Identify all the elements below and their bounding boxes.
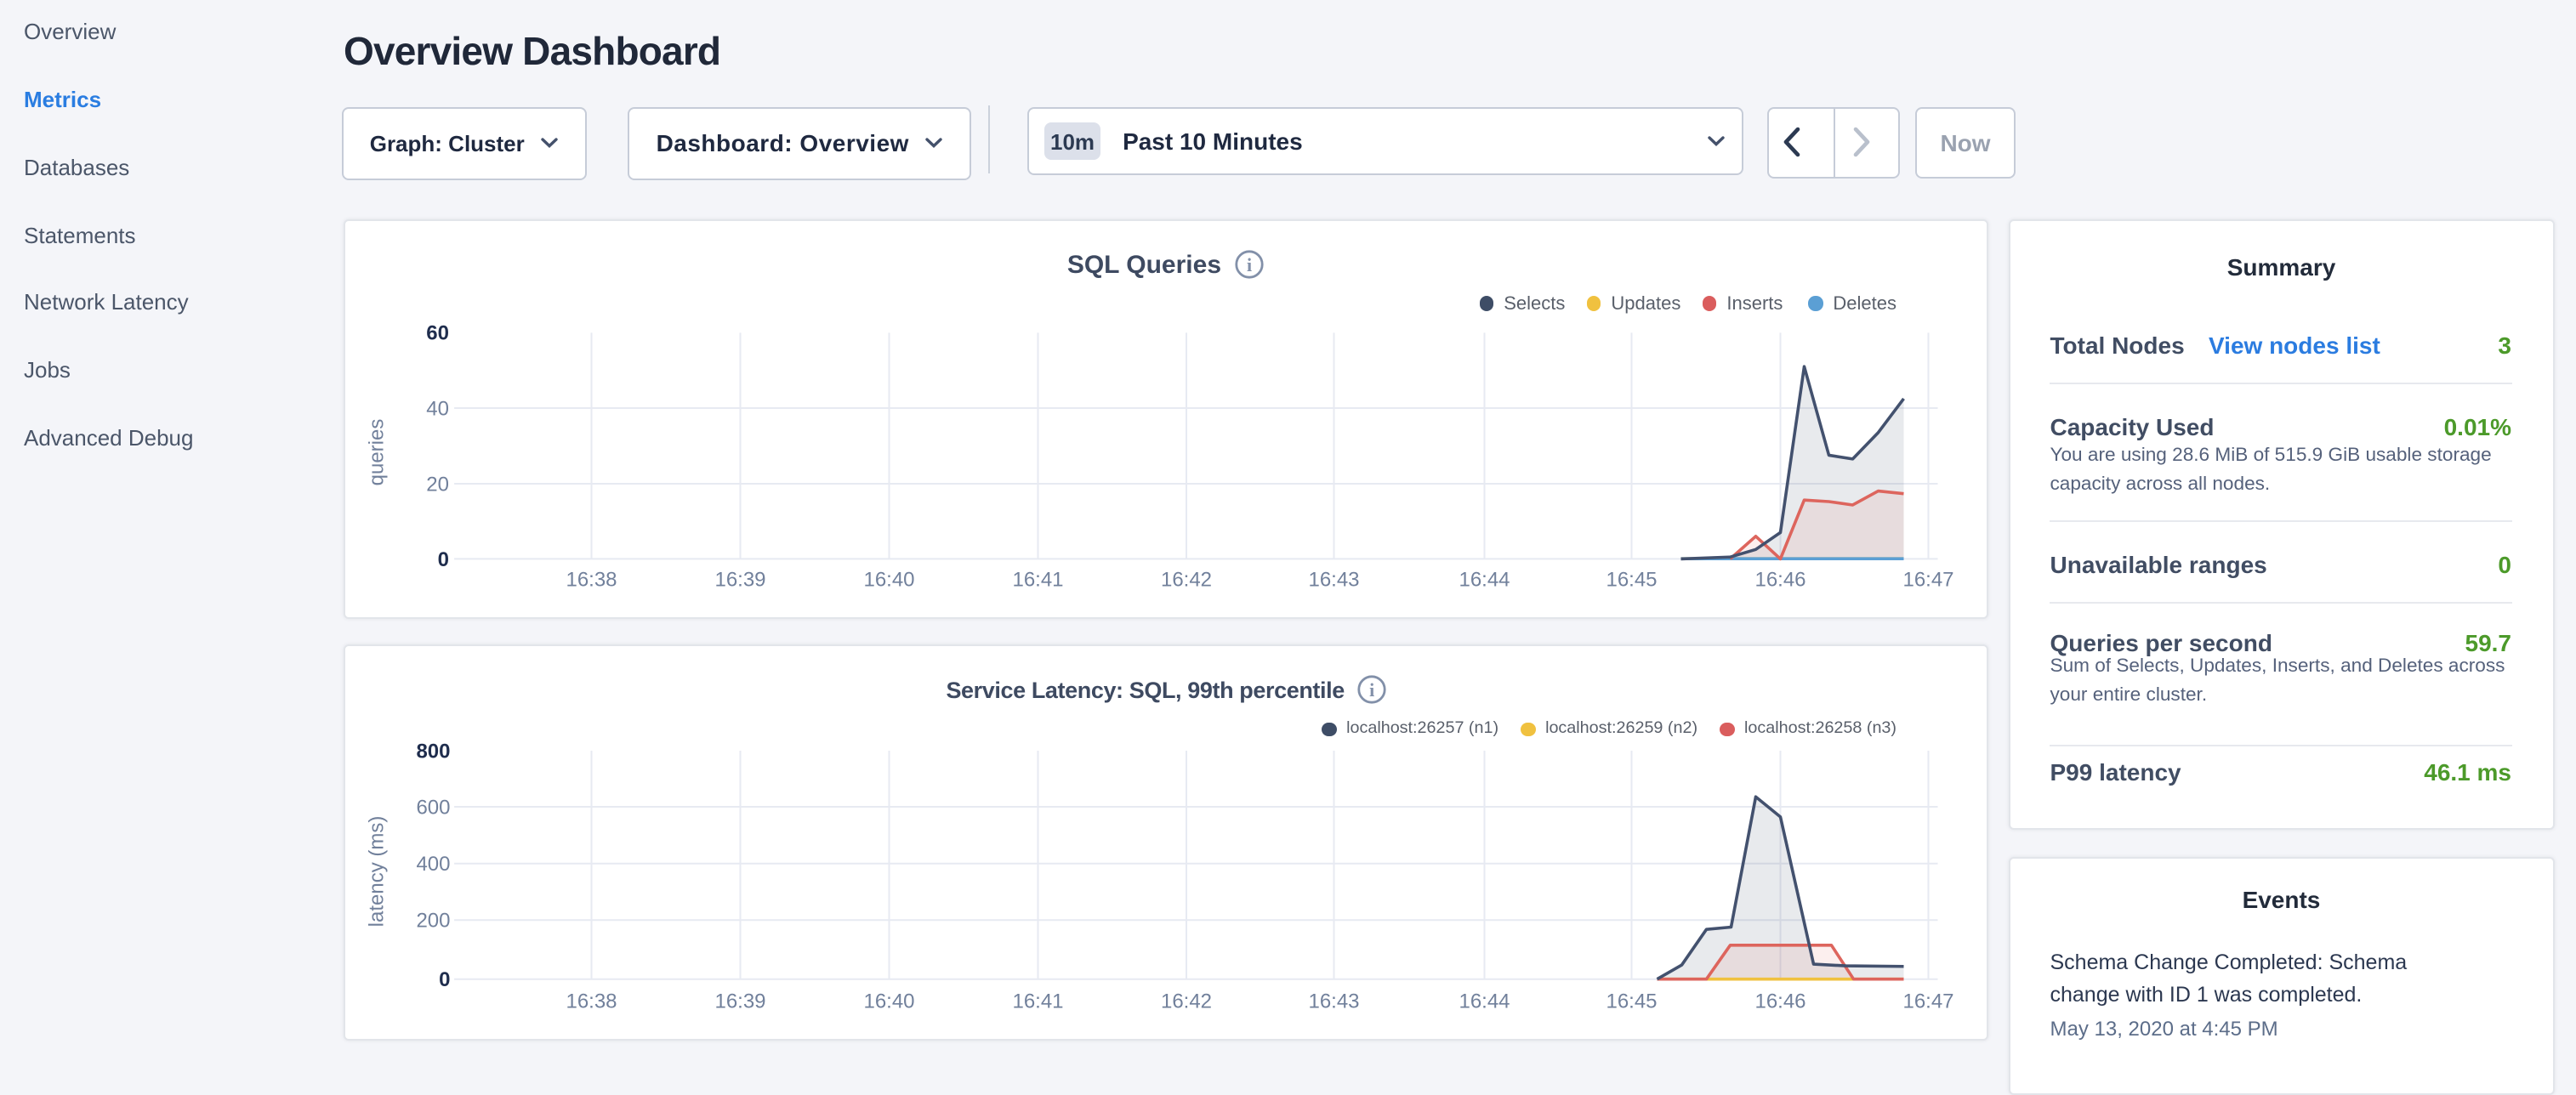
svg-text:16:41: 16:41 xyxy=(1012,567,1063,590)
svg-text:16:45: 16:45 xyxy=(1606,990,1657,1013)
svg-text:16:47: 16:47 xyxy=(1902,567,1953,590)
svg-text:16:38: 16:38 xyxy=(566,990,617,1013)
svg-text:16:38: 16:38 xyxy=(566,567,617,590)
svg-text:60: 60 xyxy=(426,321,449,344)
svg-text:16:42: 16:42 xyxy=(1160,990,1211,1013)
svg-text:16:43: 16:43 xyxy=(1308,567,1359,590)
svg-text:16:39: 16:39 xyxy=(714,990,765,1013)
svg-text:16:44: 16:44 xyxy=(1459,567,1510,590)
svg-text:16:42: 16:42 xyxy=(1160,567,1211,590)
svg-text:16:46: 16:46 xyxy=(1754,990,1805,1013)
svg-text:40: 40 xyxy=(426,396,449,419)
svg-text:20: 20 xyxy=(426,472,449,495)
svg-text:0: 0 xyxy=(439,968,450,991)
svg-text:i: i xyxy=(1248,253,1253,275)
svg-text:16:45: 16:45 xyxy=(1606,567,1657,590)
svg-text:16:40: 16:40 xyxy=(863,567,914,590)
svg-text:latency (ms): latency (ms) xyxy=(365,816,388,928)
svg-text:16:43: 16:43 xyxy=(1308,990,1359,1013)
svg-text:i: i xyxy=(1368,679,1373,701)
svg-text:16:44: 16:44 xyxy=(1459,990,1510,1013)
svg-text:400: 400 xyxy=(416,853,450,876)
svg-text:16:41: 16:41 xyxy=(1012,990,1063,1013)
svg-text:16:39: 16:39 xyxy=(714,567,765,590)
svg-text:800: 800 xyxy=(416,740,450,763)
svg-text:0: 0 xyxy=(437,548,448,570)
svg-text:16:46: 16:46 xyxy=(1754,567,1805,590)
svg-text:600: 600 xyxy=(416,796,450,819)
svg-text:16:47: 16:47 xyxy=(1902,990,1953,1013)
svg-text:queries: queries xyxy=(365,418,388,485)
svg-text:16:40: 16:40 xyxy=(863,990,914,1013)
svg-text:200: 200 xyxy=(416,910,450,933)
